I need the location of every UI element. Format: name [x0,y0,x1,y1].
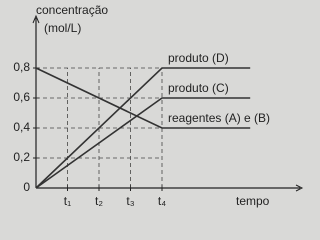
y-tick-label: 0,4 [13,120,30,134]
line-label: produto (C) [168,81,229,95]
data-line [35,67,251,189]
x-tick-label: t₁ [64,194,71,208]
x-tick-label: t₂ [95,194,103,208]
background [0,0,310,214]
y-tick-label: 0,8 [13,60,30,74]
x-axis-label: tempo [236,194,270,208]
data-line [35,97,251,189]
line-label: produto (D) [168,51,229,65]
y-axis-arrow [32,14,40,24]
x-tick-label: t₃ [126,194,134,208]
y-tick-label: 0 [23,180,30,194]
y-axis-label: concentração [36,3,108,17]
y-tick-label: 0,6 [13,90,30,104]
x-axis-arrow [295,184,304,192]
y-tick-label: 0,2 [13,150,30,164]
chart: concentração (mol/L) tempo 0 0,2 0,4 0,6 0,8… [0,0,310,214]
x-tick-label: t₄ [158,194,166,208]
y-axis-unit: (mol/L) [44,21,81,35]
data-line [35,67,251,129]
line-label: reagentes (A) e (B) [168,111,270,125]
